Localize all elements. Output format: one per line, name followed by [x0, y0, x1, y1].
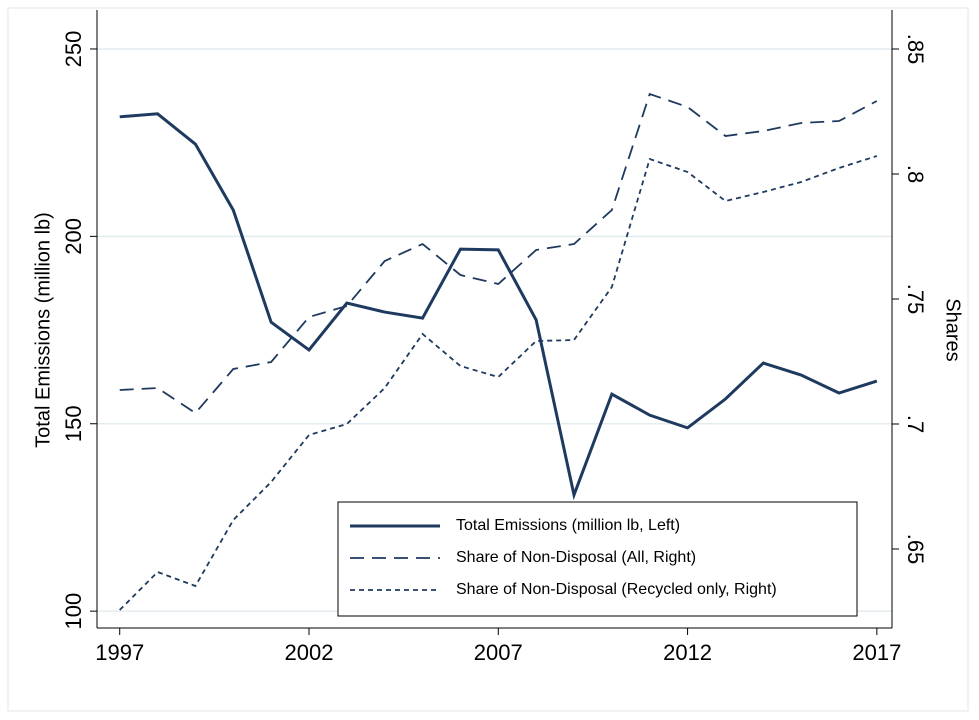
y2-tick-label: .85: [903, 34, 928, 65]
series-line: [119, 92, 878, 415]
x-tick-label: 2002: [285, 640, 334, 665]
y-tick-label: 150: [61, 405, 86, 442]
y2-tick-label: .65: [903, 534, 928, 565]
y-tick-label: 250: [61, 31, 86, 68]
legend-label: Share of Non-Disposal (Recycled only, Ri…: [456, 581, 777, 598]
legend-label: Total Emissions (million lb, Left): [456, 517, 680, 534]
y-axis-title: Total Emissions (million lb): [32, 212, 54, 448]
y2-tick-label: .75: [903, 284, 928, 315]
y-tick-label: 100: [61, 593, 86, 630]
y2-axis-title: Shares: [942, 298, 964, 361]
legend-label: Share of Non-Disposal (All, Right): [456, 549, 696, 566]
x-tick-label: 2012: [663, 640, 712, 665]
y2-tick-label: .7: [903, 415, 928, 433]
x-tick-label: 2007: [474, 640, 523, 665]
y2-tick-label: .8: [903, 165, 928, 183]
x-tick-label: 1997: [95, 640, 144, 665]
legend-box: [337, 501, 858, 617]
y-tick-label: 200: [61, 218, 86, 255]
x-tick-label: 2017: [852, 640, 901, 665]
series-line: [119, 112, 878, 501]
